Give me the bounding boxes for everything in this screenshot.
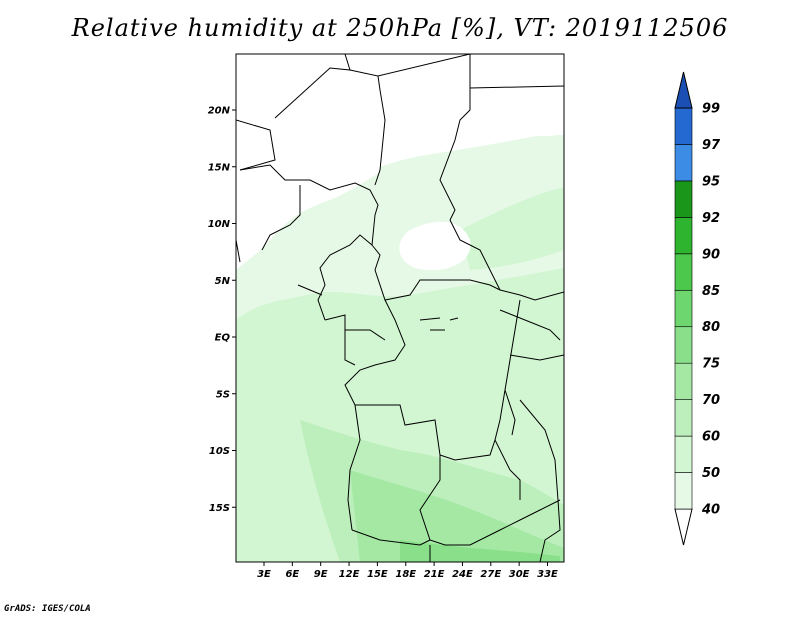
humidity-area-75 [350,470,564,562]
colorbar-label: 92 [702,211,720,226]
colorbar-label: 97 [702,138,721,153]
colorbar-label: 60 [702,430,720,445]
lat-label: 5N [215,276,231,287]
humidity-area-80 [400,540,560,562]
colorbar-label: 95 [702,174,720,189]
lat-label: 20N [208,106,231,117]
colorbar-segment [674,435,693,473]
colorbar-segment [674,472,693,510]
lon-label: 9E [314,569,328,580]
humidity-area-60-band [460,188,564,270]
humidity-shading [236,54,564,562]
lat-label: 10S [209,446,230,457]
lat-label: 15S [209,503,230,514]
colorbar-segment [674,289,693,328]
colorbar-segment [674,107,693,145]
colorbar-label: 85 [702,284,720,299]
lon-label: 33E [537,569,558,580]
colorbar-label: 70 [702,393,720,408]
lon-label: 3E [257,569,271,580]
lon-label: 12E [339,569,360,580]
lon-label: 24E [452,569,473,580]
colorbar: 40 50 60 70 75 80 85 90 92 95 97 99 [674,71,721,546]
colorbar-label: 75 [702,357,720,372]
country-borders [236,54,564,562]
latitude-axis: 20N 15N 10N 5N EQ 5S 10S 15S [208,106,236,514]
lon-label: 27E [480,569,501,580]
colorbar-segment [674,362,693,400]
colorbar-label: 40 [701,503,720,518]
colorbar-segment [674,71,693,109]
map-frame [235,53,565,563]
colorbar-label: 50 [702,466,720,481]
colorbar-segment [674,508,693,546]
lat-label: 5S [216,389,230,400]
dry-patch [236,54,564,255]
colorbar-label: 80 [702,320,720,335]
chart-title: Relative humidity at 250hPa [%], VT: 201… [71,14,729,42]
lon-label: 6E [285,569,299,580]
lon-label: 18E [395,569,416,580]
colorbar-segment [674,217,693,255]
lat-label: 15N [208,162,231,173]
credit-label: GrADS: IGES/COLA [4,604,91,614]
longitude-axis: 3E 6E 9E 12E 15E 18E 21E 24E 27E 30E 33E [257,562,558,580]
colorbar-label: 90 [702,247,720,262]
lat-label: 10N [208,219,231,230]
colorbar-segment [674,253,693,291]
colorbar-segment [674,326,693,364]
colorbar-segment [674,399,693,437]
dry-patch-central [399,221,471,271]
colorbar-segment [674,180,693,218]
lon-label: 21E [424,569,445,580]
colorbar-segment [674,144,693,182]
lon-label: 30E [509,569,530,580]
lon-label: 15E [367,569,388,580]
lat-label: EQ [215,333,231,344]
colorbar-label: 99 [702,102,720,117]
